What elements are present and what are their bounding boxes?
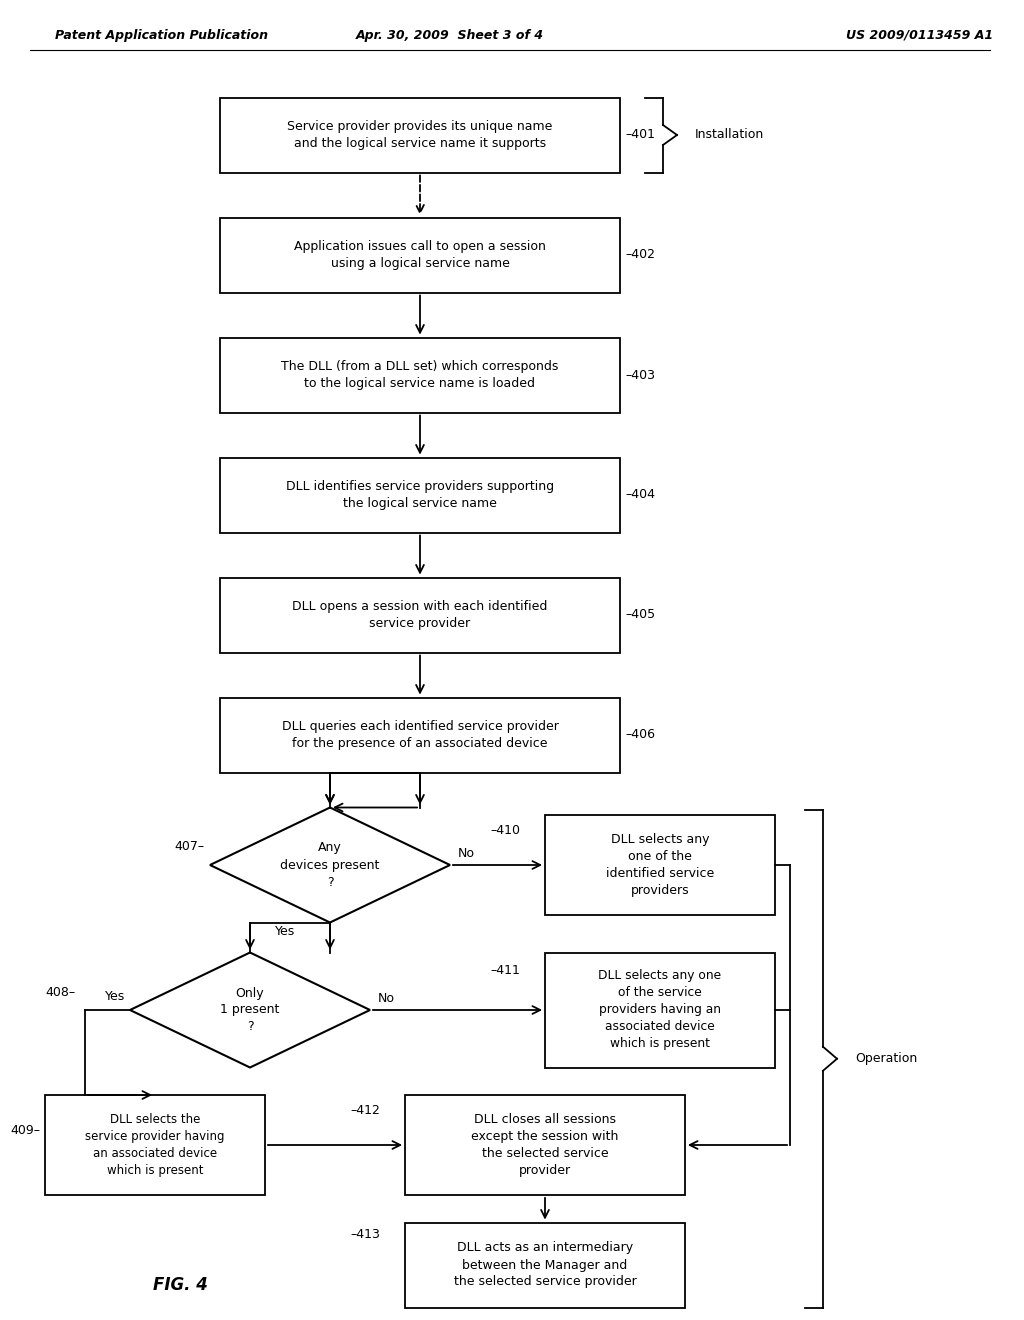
Text: –403: –403 [625,368,655,381]
Polygon shape [130,953,370,1068]
Text: –411: –411 [490,964,520,977]
FancyBboxPatch shape [406,1096,685,1195]
Text: DLL selects any
one of the
identified service
providers: DLL selects any one of the identified se… [606,833,714,898]
Text: –404: –404 [625,488,655,502]
Text: 407–: 407– [175,841,205,854]
Text: –410: –410 [490,824,520,837]
Text: DLL selects the
service provider having
an associated device
which is present: DLL selects the service provider having … [85,1113,224,1177]
Text: Any
devices present
?: Any devices present ? [281,842,380,888]
FancyBboxPatch shape [220,458,620,532]
Text: No: No [378,993,395,1005]
FancyBboxPatch shape [406,1222,685,1308]
Text: Yes: Yes [105,990,125,1003]
Text: –406: –406 [625,729,655,742]
Text: Only
1 present
?: Only 1 present ? [220,986,280,1034]
Polygon shape [210,808,450,923]
FancyBboxPatch shape [45,1096,265,1195]
Text: DLL acts as an intermediary
between the Manager and
the selected service provide: DLL acts as an intermediary between the … [454,1242,636,1288]
Text: –412: –412 [350,1104,380,1117]
Text: DLL selects any one
of the service
providers having an
associated device
which i: DLL selects any one of the service provi… [598,969,722,1051]
Text: –413: –413 [350,1229,380,1242]
FancyBboxPatch shape [220,338,620,413]
Text: –402: –402 [625,248,655,261]
Text: –405: –405 [625,609,655,622]
Text: Application issues call to open a session
using a logical service name: Application issues call to open a sessio… [294,240,546,271]
FancyBboxPatch shape [220,218,620,293]
Text: DLL queries each identified service provider
for the presence of an associated d: DLL queries each identified service prov… [282,719,558,750]
FancyBboxPatch shape [220,697,620,772]
Text: No: No [458,847,475,861]
Text: 409–: 409– [10,1123,40,1137]
Text: Service provider provides its unique name
and the logical service name it suppor: Service provider provides its unique nam… [288,120,553,150]
Text: The DLL (from a DLL set) which corresponds
to the logical service name is loaded: The DLL (from a DLL set) which correspon… [282,360,559,389]
Text: Apr. 30, 2009  Sheet 3 of 4: Apr. 30, 2009 Sheet 3 of 4 [356,29,544,41]
Text: Yes: Yes [274,925,295,939]
Text: US 2009/0113459 A1: US 2009/0113459 A1 [847,29,993,41]
FancyBboxPatch shape [545,953,775,1068]
Text: Installation: Installation [695,128,764,141]
Text: FIG. 4: FIG. 4 [153,1276,208,1294]
FancyBboxPatch shape [545,814,775,915]
Text: DLL identifies service providers supporting
the logical service name: DLL identifies service providers support… [286,480,554,510]
Text: –401: –401 [625,128,655,141]
Text: Patent Application Publication: Patent Application Publication [55,29,268,41]
FancyBboxPatch shape [220,578,620,652]
Text: DLL opens a session with each identified
service provider: DLL opens a session with each identified… [292,601,548,630]
Text: DLL closes all sessions
except the session with
the selected service
provider: DLL closes all sessions except the sessi… [471,1113,618,1177]
Text: Operation: Operation [855,1052,918,1065]
FancyBboxPatch shape [220,98,620,173]
Text: 408–: 408– [45,986,75,998]
